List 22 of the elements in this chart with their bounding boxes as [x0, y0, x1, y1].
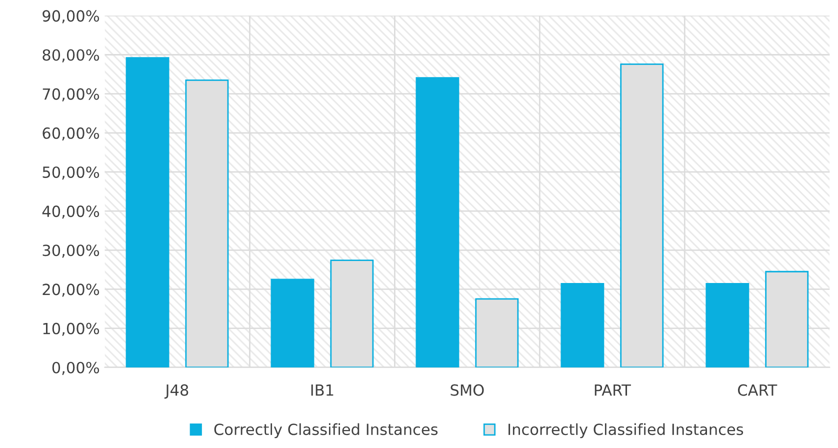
bar	[126, 57, 170, 368]
y-tick-label: 20,00%	[42, 284, 100, 297]
y-tick-label: 10,00%	[43, 322, 100, 336]
y-tick-label: 70,00%	[42, 88, 100, 102]
x-tick-label: SMO	[450, 384, 484, 396]
y-tick-label: 0,00%	[52, 362, 100, 375]
y-tick-label: 30,00%	[42, 244, 100, 258]
y-tick-label: 50,00%	[42, 166, 100, 180]
legend-label: Correctly Classified Instances	[214, 423, 438, 438]
x-tick-label: PART	[594, 384, 631, 396]
x-tick-label: CART	[738, 384, 778, 396]
x-tick-label: IB1	[311, 384, 334, 396]
y-tick-label: 90,00%	[42, 10, 100, 24]
legend-label: Incorrectly Classified Instances	[508, 423, 744, 438]
x-tick-label: J48	[164, 384, 188, 399]
bar	[270, 278, 314, 368]
y-tick-label: 80,00%	[42, 49, 100, 62]
bar	[706, 283, 750, 368]
bar	[560, 283, 604, 368]
bar	[416, 77, 460, 368]
y-tick-label: 40,00%	[42, 206, 100, 219]
y-tick-label: 60,00%	[42, 127, 100, 140]
